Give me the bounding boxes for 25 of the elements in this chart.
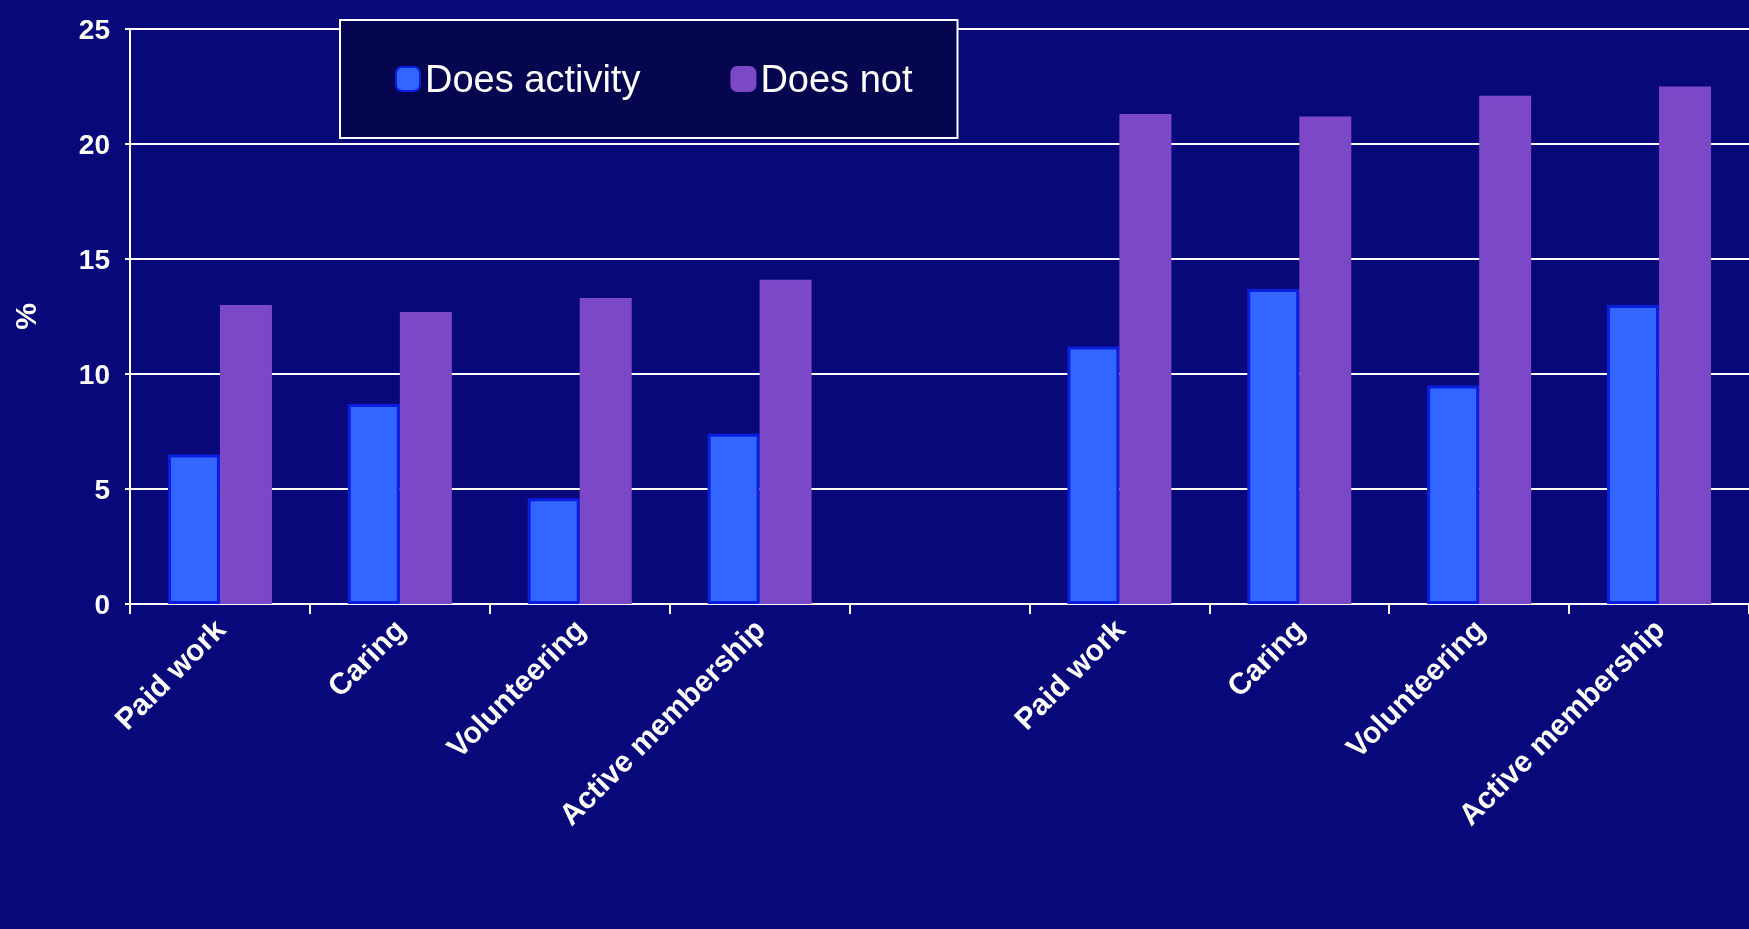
y-tick-label: 0 bbox=[94, 588, 110, 620]
bar bbox=[1247, 288, 1300, 604]
bar bbox=[1119, 114, 1172, 604]
bar bbox=[1659, 86, 1712, 604]
y-tick-label: 20 bbox=[78, 128, 110, 160]
bar bbox=[1299, 116, 1352, 604]
legend-label: Does not bbox=[760, 58, 913, 100]
y-tick-label: 15 bbox=[78, 243, 110, 275]
bar bbox=[1427, 385, 1480, 604]
bar bbox=[707, 433, 760, 604]
bar bbox=[219, 305, 272, 604]
bar bbox=[399, 311, 452, 604]
bar bbox=[347, 403, 400, 604]
bar bbox=[167, 454, 220, 604]
bar bbox=[579, 298, 632, 604]
legend-label: Does activity bbox=[425, 58, 641, 100]
y-tick-label: 5 bbox=[94, 473, 110, 505]
bar bbox=[1479, 95, 1532, 604]
bar bbox=[527, 498, 580, 604]
bar bbox=[1067, 346, 1120, 604]
bar bbox=[759, 279, 812, 604]
y-tick-label: 25 bbox=[78, 13, 110, 45]
y-axis-title: % bbox=[8, 303, 42, 330]
y-tick-label: 10 bbox=[78, 358, 110, 390]
bar bbox=[1607, 305, 1660, 604]
